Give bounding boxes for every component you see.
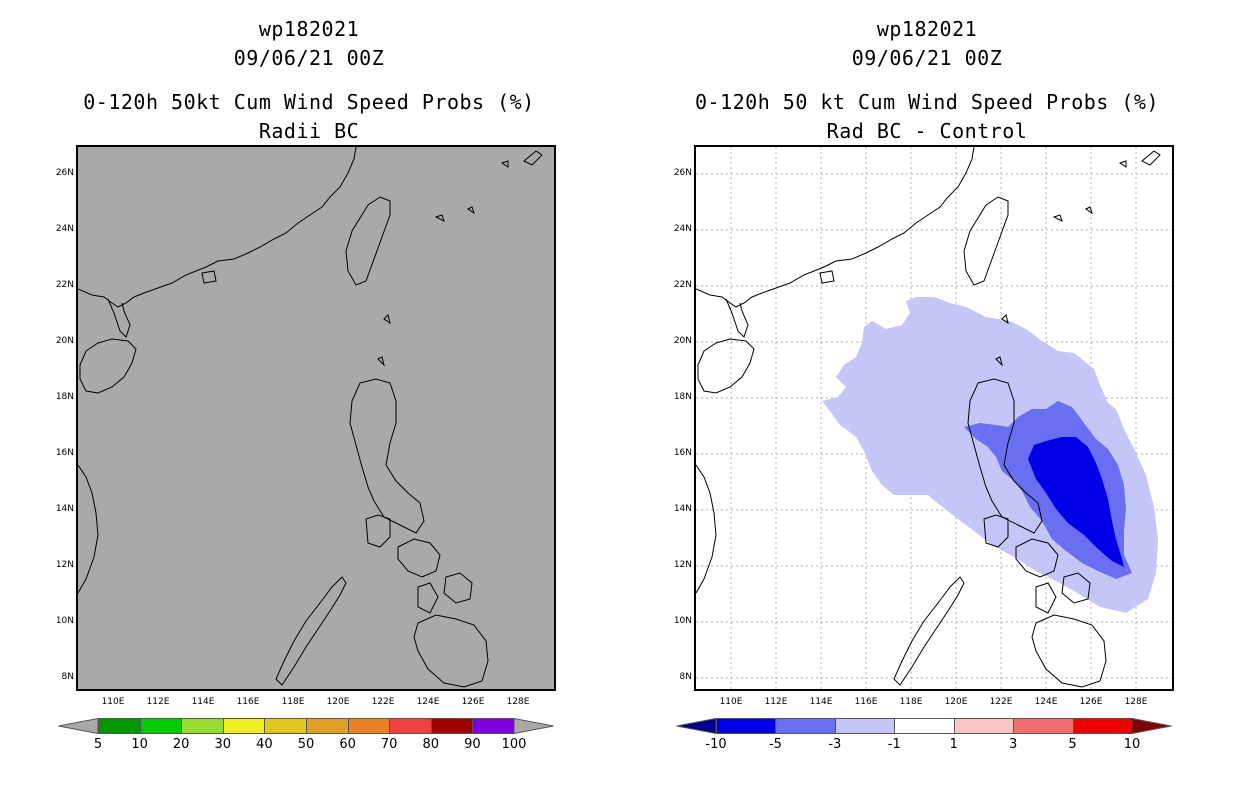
lat-label: 20N bbox=[673, 336, 692, 346]
panel-rad-bc-control: wp182021 09/06/21 00Z 0-120h 50 kt Cum W… bbox=[618, 0, 1236, 800]
lat-label: 18N bbox=[55, 392, 74, 402]
lat-label: 10N bbox=[55, 616, 74, 626]
colorbar-swatch bbox=[716, 718, 777, 734]
colorbar-swatch bbox=[1072, 718, 1133, 734]
lon-label: 110E bbox=[719, 697, 743, 707]
lon-label: 116E bbox=[236, 697, 260, 707]
lon-label: 112E bbox=[764, 697, 788, 707]
lat-label: 12N bbox=[55, 560, 74, 570]
datetime-title: 09/06/21 00Z bbox=[233, 46, 385, 70]
lat-label: 24N bbox=[55, 224, 74, 234]
colorbar-label: 30 bbox=[214, 737, 232, 752]
colorbar-label: 40 bbox=[256, 737, 273, 752]
colorbar bbox=[58, 718, 554, 734]
difference-map bbox=[696, 147, 1172, 689]
colorbar-swatch bbox=[181, 718, 224, 734]
panel-radii-bc: wp182021 09/06/21 00Z 0-120h 50kt Cum Wi… bbox=[55, 17, 556, 752]
lon-label: 122E bbox=[989, 697, 1013, 707]
lat-label: 26N bbox=[673, 168, 692, 178]
lat-label: 12N bbox=[673, 560, 692, 570]
lat-label: 22N bbox=[55, 280, 74, 290]
lon-label: 114E bbox=[191, 697, 215, 707]
lon-label: 120E bbox=[944, 697, 968, 707]
lon-label: 126E bbox=[461, 697, 485, 707]
colorbar-swatch bbox=[98, 718, 141, 734]
colorbar-label: 3 bbox=[1009, 737, 1018, 752]
colorbar-swatch bbox=[775, 718, 836, 734]
lon-label: 118E bbox=[281, 697, 305, 707]
lat-label: 16N bbox=[55, 448, 74, 458]
map-rad-bc-control bbox=[694, 145, 1174, 691]
subtitle: Radii BC bbox=[258, 119, 360, 143]
colorbar-label: 50 bbox=[297, 737, 315, 752]
lon-label: 112E bbox=[146, 697, 170, 707]
colorbar-low-arrow bbox=[58, 718, 98, 734]
colorbar-label: 20 bbox=[172, 737, 190, 752]
lon-label: 118E bbox=[899, 697, 923, 707]
lon-label: 110E bbox=[101, 697, 125, 707]
lat-label: 8N bbox=[61, 672, 74, 682]
colorbar-label: 10 bbox=[131, 737, 148, 752]
colorbar-label: 60 bbox=[339, 737, 356, 752]
lat-label: 18N bbox=[673, 392, 692, 402]
colorbar-swatch bbox=[264, 718, 307, 734]
lon-label: 116E bbox=[854, 697, 878, 707]
coastline-map bbox=[78, 147, 543, 688]
lat-label: 22N bbox=[673, 280, 692, 290]
lat-label: 14N bbox=[55, 504, 74, 514]
colorbar-low-arrow bbox=[676, 718, 716, 734]
subtitle: Rad BC - Control bbox=[826, 119, 1028, 143]
colorbar-label: 5 bbox=[93, 737, 103, 752]
colorbar-swatch bbox=[347, 718, 391, 734]
colorbar-high-arrow bbox=[514, 718, 554, 734]
colorbar-swatch bbox=[834, 718, 896, 734]
product-title: 0-120h 50kt Cum Wind Speed Probs (%) bbox=[83, 90, 535, 114]
datetime-title: 09/06/21 00Z bbox=[851, 46, 1003, 70]
colorbar-label: -1 bbox=[887, 737, 901, 752]
lon-label: 128E bbox=[1124, 697, 1148, 707]
lon-label: 128E bbox=[506, 697, 530, 707]
colorbar-swatch bbox=[1013, 718, 1074, 734]
lat-label: 8N bbox=[679, 672, 692, 682]
colorbar-swatch bbox=[222, 718, 266, 734]
map-radii-bc bbox=[76, 145, 556, 691]
lon-label: 124E bbox=[416, 697, 440, 707]
colorbar-label: -10 bbox=[705, 737, 727, 752]
colorbar-label: -3 bbox=[828, 737, 842, 752]
shade-below-minus-5 bbox=[1028, 437, 1124, 567]
colorbar-label: 1 bbox=[949, 737, 958, 752]
lat-label: 20N bbox=[55, 336, 74, 346]
colorbar-label: 80 bbox=[422, 737, 440, 752]
lat-label: 14N bbox=[673, 504, 692, 514]
storm-id-title: wp182021 bbox=[258, 17, 360, 41]
product-title: 0-120h 50 kt Cum Wind Speed Probs (%) bbox=[694, 90, 1160, 114]
lat-label: 24N bbox=[673, 224, 692, 234]
colorbar-label: 100 bbox=[501, 737, 527, 752]
lat-label: 10N bbox=[673, 616, 692, 626]
colorbar-swatch bbox=[430, 718, 474, 734]
lon-label: 122E bbox=[371, 697, 395, 707]
colorbar-swatch bbox=[953, 718, 1015, 734]
lon-label: 114E bbox=[809, 697, 833, 707]
colorbar-swatch bbox=[306, 718, 349, 734]
colorbar-high-arrow bbox=[1132, 718, 1172, 734]
storm-id-title: wp182021 bbox=[876, 17, 978, 41]
colorbar-swatch bbox=[389, 718, 432, 734]
colorbar-label: 70 bbox=[380, 737, 398, 752]
colorbar bbox=[676, 718, 1172, 734]
lat-label: 26N bbox=[55, 168, 74, 178]
lon-label: 120E bbox=[326, 697, 350, 707]
colorbar-label: 10 bbox=[1123, 737, 1141, 752]
colorbar-swatch bbox=[139, 718, 183, 734]
lat-label: 16N bbox=[673, 448, 692, 458]
colorbar-label: 5 bbox=[1068, 737, 1077, 752]
lon-label: 126E bbox=[1079, 697, 1103, 707]
colorbar-swatch bbox=[894, 718, 955, 734]
colorbar-swatch bbox=[472, 718, 515, 734]
lon-label: 124E bbox=[1034, 697, 1058, 707]
colorbar-label: -5 bbox=[768, 737, 782, 752]
colorbar-label: 90 bbox=[464, 737, 481, 752]
